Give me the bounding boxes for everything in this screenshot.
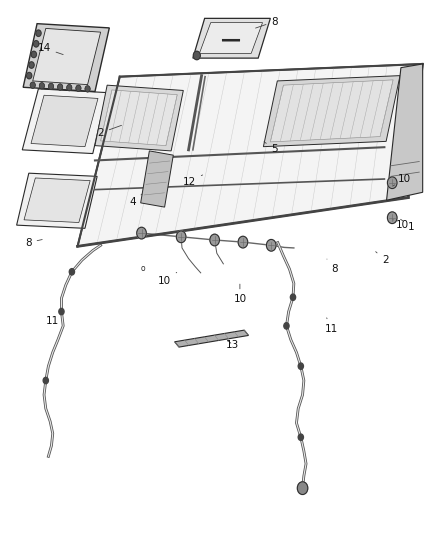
Circle shape bbox=[290, 294, 296, 301]
Polygon shape bbox=[23, 23, 110, 92]
Text: 10: 10 bbox=[233, 284, 247, 304]
Circle shape bbox=[177, 231, 186, 243]
Text: 10: 10 bbox=[158, 272, 177, 286]
Polygon shape bbox=[17, 173, 97, 228]
Circle shape bbox=[43, 377, 48, 384]
Circle shape bbox=[193, 51, 200, 60]
Circle shape bbox=[57, 84, 63, 90]
Circle shape bbox=[298, 434, 304, 440]
Text: 8: 8 bbox=[256, 17, 278, 28]
Circle shape bbox=[30, 82, 35, 88]
Polygon shape bbox=[387, 64, 423, 200]
Text: 8: 8 bbox=[327, 259, 338, 274]
Text: 13: 13 bbox=[226, 340, 240, 350]
Text: 2: 2 bbox=[376, 252, 389, 265]
Circle shape bbox=[69, 269, 74, 275]
Circle shape bbox=[36, 30, 41, 36]
Circle shape bbox=[39, 83, 45, 89]
Text: 8: 8 bbox=[25, 238, 42, 248]
Polygon shape bbox=[33, 28, 101, 85]
Circle shape bbox=[76, 85, 81, 92]
Circle shape bbox=[266, 239, 276, 251]
Circle shape bbox=[238, 236, 248, 248]
Circle shape bbox=[210, 234, 219, 246]
Polygon shape bbox=[263, 76, 400, 147]
Polygon shape bbox=[175, 330, 249, 347]
Text: 11: 11 bbox=[46, 310, 61, 326]
Circle shape bbox=[27, 72, 32, 79]
Polygon shape bbox=[24, 178, 90, 222]
Circle shape bbox=[48, 83, 53, 90]
Polygon shape bbox=[101, 90, 177, 146]
Circle shape bbox=[298, 363, 304, 369]
Text: 2: 2 bbox=[97, 125, 121, 138]
Circle shape bbox=[388, 212, 397, 223]
Text: 11: 11 bbox=[325, 318, 338, 334]
Polygon shape bbox=[78, 64, 423, 246]
Circle shape bbox=[85, 86, 90, 92]
Circle shape bbox=[137, 227, 146, 239]
Text: 10: 10 bbox=[393, 174, 410, 186]
Polygon shape bbox=[31, 95, 98, 147]
Circle shape bbox=[59, 309, 64, 315]
Polygon shape bbox=[199, 22, 262, 53]
Polygon shape bbox=[141, 151, 173, 207]
Text: 14: 14 bbox=[37, 43, 63, 54]
Text: 5: 5 bbox=[264, 142, 278, 154]
Text: o: o bbox=[141, 264, 145, 272]
Polygon shape bbox=[22, 89, 107, 154]
Text: 1: 1 bbox=[401, 219, 415, 232]
Circle shape bbox=[29, 62, 34, 68]
Text: 12: 12 bbox=[183, 175, 203, 187]
Circle shape bbox=[67, 84, 72, 91]
Polygon shape bbox=[95, 85, 184, 151]
Circle shape bbox=[34, 41, 39, 47]
Polygon shape bbox=[193, 18, 270, 58]
Text: 10: 10 bbox=[393, 220, 409, 230]
Circle shape bbox=[31, 51, 36, 58]
Polygon shape bbox=[270, 80, 393, 142]
Circle shape bbox=[297, 482, 308, 495]
Circle shape bbox=[388, 177, 397, 189]
Circle shape bbox=[284, 322, 289, 329]
Text: 4: 4 bbox=[130, 194, 142, 207]
